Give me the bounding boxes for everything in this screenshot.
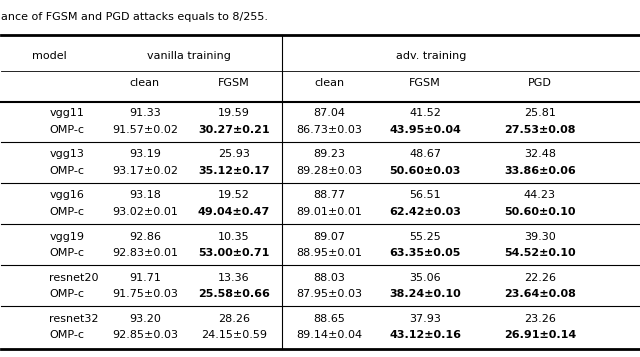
Text: 89.14±0.04: 89.14±0.04 xyxy=(296,330,363,340)
Text: 19.59: 19.59 xyxy=(218,109,250,119)
Text: 38.24±0.10: 38.24±0.10 xyxy=(389,290,461,300)
Text: 86.73±0.03: 86.73±0.03 xyxy=(296,125,362,135)
Text: 30.27±0.21: 30.27±0.21 xyxy=(198,125,270,135)
Text: model: model xyxy=(32,51,67,61)
Text: 89.23: 89.23 xyxy=(314,150,346,160)
Text: 25.93: 25.93 xyxy=(218,150,250,160)
Text: 25.58±0.66: 25.58±0.66 xyxy=(198,290,270,300)
Text: 25.81: 25.81 xyxy=(524,109,556,119)
Text: OMP-c: OMP-c xyxy=(49,207,84,217)
Text: vgg11: vgg11 xyxy=(49,109,84,119)
Text: 27.53±0.08: 27.53±0.08 xyxy=(504,125,575,135)
Text: 53.00±0.71: 53.00±0.71 xyxy=(198,248,269,258)
Text: 50.60±0.10: 50.60±0.10 xyxy=(504,207,575,217)
Text: 35.06: 35.06 xyxy=(410,272,441,282)
Text: 91.71: 91.71 xyxy=(129,272,161,282)
Text: 91.57±0.02: 91.57±0.02 xyxy=(112,125,178,135)
Text: OMP-c: OMP-c xyxy=(49,290,84,300)
Text: 22.26: 22.26 xyxy=(524,272,556,282)
Text: resnet20: resnet20 xyxy=(49,272,99,282)
Text: 92.86: 92.86 xyxy=(129,231,161,242)
Text: FGSM: FGSM xyxy=(409,78,441,88)
Text: 87.04: 87.04 xyxy=(314,109,346,119)
Text: 44.23: 44.23 xyxy=(524,191,556,201)
Text: 55.25: 55.25 xyxy=(409,231,441,242)
Text: 92.85±0.03: 92.85±0.03 xyxy=(112,330,178,340)
Text: 28.26: 28.26 xyxy=(218,313,250,323)
Text: 87.95±0.03: 87.95±0.03 xyxy=(296,290,362,300)
Text: OMP-c: OMP-c xyxy=(49,166,84,176)
Text: 89.01±0.01: 89.01±0.01 xyxy=(296,207,362,217)
Text: resnet32: resnet32 xyxy=(49,313,99,323)
Text: 93.17±0.02: 93.17±0.02 xyxy=(112,166,178,176)
Text: OMP-c: OMP-c xyxy=(49,330,84,340)
Text: OMP-c: OMP-c xyxy=(49,125,84,135)
Text: 39.30: 39.30 xyxy=(524,231,556,242)
Text: 43.12±0.16: 43.12±0.16 xyxy=(389,330,461,340)
Text: 13.36: 13.36 xyxy=(218,272,250,282)
Text: 37.93: 37.93 xyxy=(409,313,441,323)
Text: 49.04±0.47: 49.04±0.47 xyxy=(198,207,270,217)
Text: PGD: PGD xyxy=(528,78,552,88)
Text: clean: clean xyxy=(130,78,160,88)
Text: adv. training: adv. training xyxy=(396,51,467,61)
Text: 41.52: 41.52 xyxy=(409,109,441,119)
Text: 54.52±0.10: 54.52±0.10 xyxy=(504,248,575,258)
Text: 93.18: 93.18 xyxy=(129,191,161,201)
Text: 92.83±0.01: 92.83±0.01 xyxy=(112,248,178,258)
Text: 10.35: 10.35 xyxy=(218,231,250,242)
Text: 19.52: 19.52 xyxy=(218,191,250,201)
Text: 33.86±0.06: 33.86±0.06 xyxy=(504,166,576,176)
Text: 23.64±0.08: 23.64±0.08 xyxy=(504,290,576,300)
Text: vgg19: vgg19 xyxy=(49,231,84,242)
Text: vgg13: vgg13 xyxy=(49,150,84,160)
Text: 26.91±0.14: 26.91±0.14 xyxy=(504,330,576,340)
Text: 35.12±0.17: 35.12±0.17 xyxy=(198,166,270,176)
Text: clean: clean xyxy=(314,78,344,88)
Text: 63.35±0.05: 63.35±0.05 xyxy=(390,248,461,258)
Text: 50.60±0.03: 50.60±0.03 xyxy=(390,166,461,176)
Text: 91.75±0.03: 91.75±0.03 xyxy=(112,290,178,300)
Text: 88.77: 88.77 xyxy=(314,191,346,201)
Text: 91.33: 91.33 xyxy=(129,109,161,119)
Text: 62.42±0.03: 62.42±0.03 xyxy=(389,207,461,217)
Text: 88.65: 88.65 xyxy=(314,313,346,323)
Text: 43.95±0.04: 43.95±0.04 xyxy=(389,125,461,135)
Text: 88.03: 88.03 xyxy=(314,272,346,282)
Text: vanilla training: vanilla training xyxy=(147,51,231,61)
Text: 32.48: 32.48 xyxy=(524,150,556,160)
Text: ance of FGSM and PGD attacks equals to 8/255.: ance of FGSM and PGD attacks equals to 8… xyxy=(1,12,268,22)
Text: 23.26: 23.26 xyxy=(524,313,556,323)
Text: 93.02±0.01: 93.02±0.01 xyxy=(112,207,178,217)
Text: 89.28±0.03: 89.28±0.03 xyxy=(296,166,363,176)
Text: vgg16: vgg16 xyxy=(49,191,84,201)
Text: FGSM: FGSM xyxy=(218,78,250,88)
Text: 93.19: 93.19 xyxy=(129,150,161,160)
Text: OMP-c: OMP-c xyxy=(49,248,84,258)
Text: 93.20: 93.20 xyxy=(129,313,161,323)
Text: 88.95±0.01: 88.95±0.01 xyxy=(296,248,362,258)
Text: 89.07: 89.07 xyxy=(314,231,346,242)
Text: 24.15±0.59: 24.15±0.59 xyxy=(201,330,267,340)
Text: 56.51: 56.51 xyxy=(410,191,441,201)
Text: 48.67: 48.67 xyxy=(409,150,441,160)
